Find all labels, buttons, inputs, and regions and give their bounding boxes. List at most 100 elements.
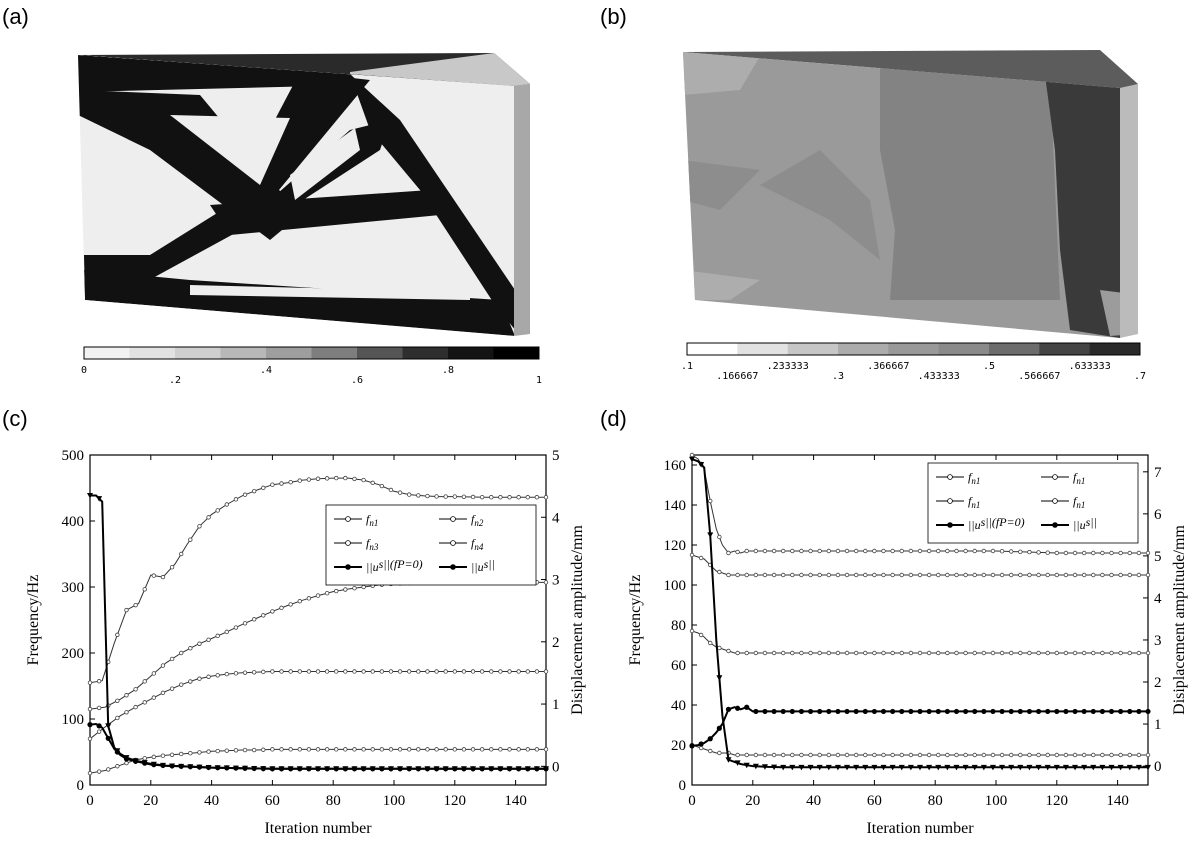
data-point: [717, 750, 722, 756]
x-axis-title: Iteration number: [866, 820, 974, 837]
data-point: [816, 764, 823, 771]
data-point: [416, 669, 421, 674]
data-point: [881, 650, 886, 656]
data-point: [844, 548, 850, 554]
field-plate-b: [683, 50, 1138, 338]
data-point: [142, 587, 147, 592]
data-point: [497, 766, 504, 772]
plot-frame: [691, 454, 1149, 786]
legend-label-sub: n2: [474, 518, 484, 528]
legend-marker: [450, 516, 456, 522]
data-point: [1081, 752, 1087, 758]
legend-marker: [947, 474, 953, 480]
legend-label: fn1: [1073, 494, 1085, 510]
colorbar-tick-label: .166667: [716, 371, 758, 382]
data-point: [1035, 708, 1042, 715]
data-point: [808, 752, 813, 758]
data-point: [899, 548, 904, 554]
data-point: [407, 747, 412, 752]
data-point: [388, 487, 394, 493]
colorbar-tick-label: .6: [351, 375, 363, 386]
data-point: [945, 572, 950, 578]
colorbar-tick-label: .4: [260, 365, 272, 376]
data-point: [790, 548, 795, 554]
y-tick-label: 0: [77, 778, 85, 794]
data-point: [324, 669, 330, 674]
data-point: [361, 584, 366, 590]
data-point: [507, 495, 512, 500]
colorbar-tick-label: .633333: [1069, 361, 1111, 372]
colorbar-tick-label: .433333: [918, 371, 960, 382]
data-point: [708, 748, 713, 754]
data-point: [87, 680, 93, 685]
data-point: [1072, 708, 1078, 715]
data-point: [872, 572, 877, 578]
colorbar-swatch: [687, 343, 738, 355]
data-point: [397, 669, 403, 674]
data-point: [1018, 549, 1023, 554]
data-point: [1045, 752, 1050, 758]
data-point: [954, 752, 959, 758]
data-point: [233, 671, 239, 676]
data-point: [917, 650, 923, 656]
data-point: [689, 456, 695, 463]
data-point: [461, 494, 467, 499]
data-point: [169, 763, 176, 769]
data-point: [169, 565, 175, 570]
data-point: [771, 572, 777, 578]
colorbar-swatch: [129, 347, 176, 359]
data-point: [197, 641, 202, 646]
data-point: [1081, 708, 1087, 715]
data-point: [826, 752, 831, 758]
data-point: [197, 676, 202, 681]
data-point: [334, 669, 339, 674]
data-point: [150, 761, 157, 768]
data-point: [708, 498, 713, 504]
data-point: [1091, 650, 1096, 656]
data-point: [1009, 650, 1014, 656]
data-point: [863, 572, 868, 578]
data-point: [799, 572, 804, 578]
y2-tick-label: 2: [552, 635, 560, 651]
data-point: [534, 495, 540, 500]
data-point: [790, 572, 795, 578]
data-point: [525, 669, 530, 674]
data-point: [242, 747, 248, 753]
data-point: [114, 748, 121, 754]
data-point: [689, 628, 695, 634]
data-point: [87, 492, 93, 499]
colorbar-tick-label: .7: [1134, 371, 1146, 382]
data-point: [999, 764, 1006, 771]
data-point: [489, 747, 494, 752]
data-point: [990, 572, 996, 578]
data-point: [452, 669, 457, 674]
legend-label: fn1: [968, 470, 980, 486]
data-point: [534, 747, 540, 752]
data-point: [945, 752, 950, 758]
data-point: [334, 588, 339, 594]
data-point: [817, 572, 822, 578]
data-point: [835, 708, 841, 715]
data-point: [352, 747, 357, 752]
data-point: [105, 723, 112, 729]
y-tick-label: 100: [62, 712, 85, 728]
legend-marker: [947, 498, 953, 504]
data-point: [972, 572, 977, 578]
data-point: [981, 708, 987, 715]
data-point: [479, 494, 485, 500]
data-point: [315, 593, 321, 598]
data-point: [479, 747, 485, 752]
data-point: [744, 572, 749, 578]
data-point: [188, 679, 193, 684]
data-point: [206, 749, 211, 754]
data-point: [287, 766, 294, 772]
data-point: [488, 766, 495, 772]
data-point: [1026, 708, 1033, 715]
data-point: [416, 747, 421, 752]
data-point: [242, 621, 248, 626]
data-point: [224, 748, 229, 753]
data-point: [543, 495, 549, 500]
data-point: [115, 715, 120, 721]
data-point: [297, 599, 302, 604]
data-point: [789, 708, 795, 715]
